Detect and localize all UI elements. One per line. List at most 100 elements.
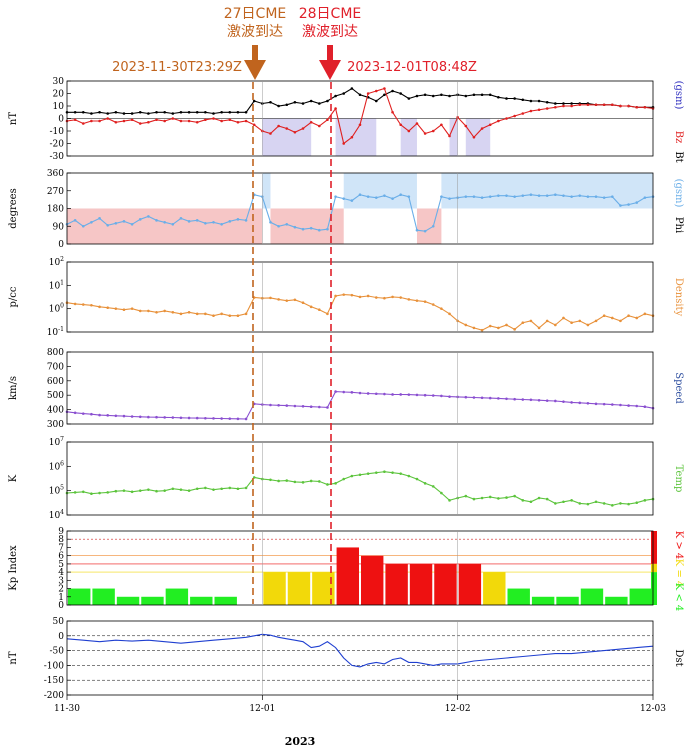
density-series-point [537,326,541,330]
kp-bar [409,563,433,605]
bt-series-point [480,93,484,97]
ytick-label-speed: 700 [47,362,64,372]
phi-series-point [594,195,598,198]
bz-series-point [285,127,289,130]
ylabel-density: p/cc [8,286,19,307]
ytick-label-kp: 8 [58,535,64,545]
ylabel-speed: km/s [8,376,19,400]
phi-series-point [643,196,647,199]
temp-series-point [350,474,354,478]
bt-series-point [244,110,248,114]
bt-series-point [269,100,272,104]
temp-series-point [423,482,427,485]
temp-series-point [163,489,166,492]
bt-series-line [67,87,653,115]
temp-series-point [440,491,443,495]
density-series-point [220,312,223,316]
speed-series-point [130,415,134,418]
density-series-point [244,312,248,316]
speed-series-point [391,393,394,396]
phi-series-point [562,194,565,197]
bt-series-point [350,87,354,90]
bz-series-point [147,120,150,124]
kp-bar [336,547,359,605]
bz-series-point [195,120,199,124]
bz-series-point [277,124,280,128]
cme28-time-label: 2023-12-01T08:48Z [347,60,477,75]
bz-series-point [545,107,549,110]
temp-series-point [570,499,573,502]
bt-series-point [415,94,419,98]
bt-series-point [106,112,109,115]
bt-series-point [277,104,280,108]
bz-series-point [342,142,346,145]
temp-series-point [480,496,484,500]
bz-series-point [130,118,134,122]
phi-series-point [236,218,240,221]
speed-series-point [326,406,329,409]
speed-series-point [81,412,85,415]
bz-series-point [513,114,516,118]
speed-series-point [163,416,166,419]
density-series-point [171,310,175,314]
ytick-label-phi: 180 [47,205,64,215]
temp-series-point [431,485,435,488]
cme27-title-line2: 激波到达 [227,23,283,40]
temp-series-point [342,477,346,481]
bz-series-point [228,118,232,122]
temp-series-point [391,471,394,474]
bt-series-point [431,94,435,98]
bt-series-point [114,110,118,114]
bz-series-point [391,110,394,114]
bz-series-point [480,127,484,130]
phi-series-point [138,218,142,221]
xtick-label: 11-30 [54,704,80,714]
ytick-label-temperature: 106 [49,460,64,472]
kp-bar [458,563,482,605]
phi-series-point [578,194,582,197]
ytick-label-kp: 2 [58,585,64,595]
bz-series-point [562,104,565,108]
phi-series-point [635,201,639,204]
bz-series-point [81,122,85,125]
speed-series-point [602,402,606,406]
temp-series-point [269,478,272,482]
bz-series-point [366,92,370,95]
kp-bar [312,572,335,605]
kp-bar [68,588,91,605]
density-series-point [440,307,443,310]
bz-series-point [114,120,118,124]
phi-series-point [513,195,516,198]
right-label-temperature: Temp [673,465,684,493]
density-series-point [505,323,508,327]
phi-series-point [407,195,411,198]
bt-series-point [472,93,476,97]
bt-series-point [326,99,329,103]
density-series-point [195,312,199,316]
bt-series-point [374,99,378,103]
phi-series-point [619,204,622,207]
bz-series-point [570,104,573,108]
temp-series-point [497,497,500,500]
density-series-point [73,302,77,306]
temp-series-point [179,488,183,491]
kp-bar [507,588,530,605]
bz-series-point [423,132,427,135]
ytick-label-dst: -100 [44,661,64,671]
density-series-point [309,305,313,309]
temp-series-point [301,481,305,484]
phi-series-point [179,217,183,220]
bt-series-point [236,110,240,114]
phi-series-point [195,219,199,222]
density-series-point [562,316,565,320]
bz-series-point [98,119,101,123]
speed-series-point [570,401,573,404]
temp-series-point [236,487,240,491]
speed-series-point [627,404,630,407]
bz-series-point [350,135,354,139]
ylabel-temperature: K [8,474,19,482]
density-series-point [293,298,297,302]
speed-series-point [399,393,402,396]
density-series-point [358,295,362,299]
bz-series-point [334,107,337,110]
